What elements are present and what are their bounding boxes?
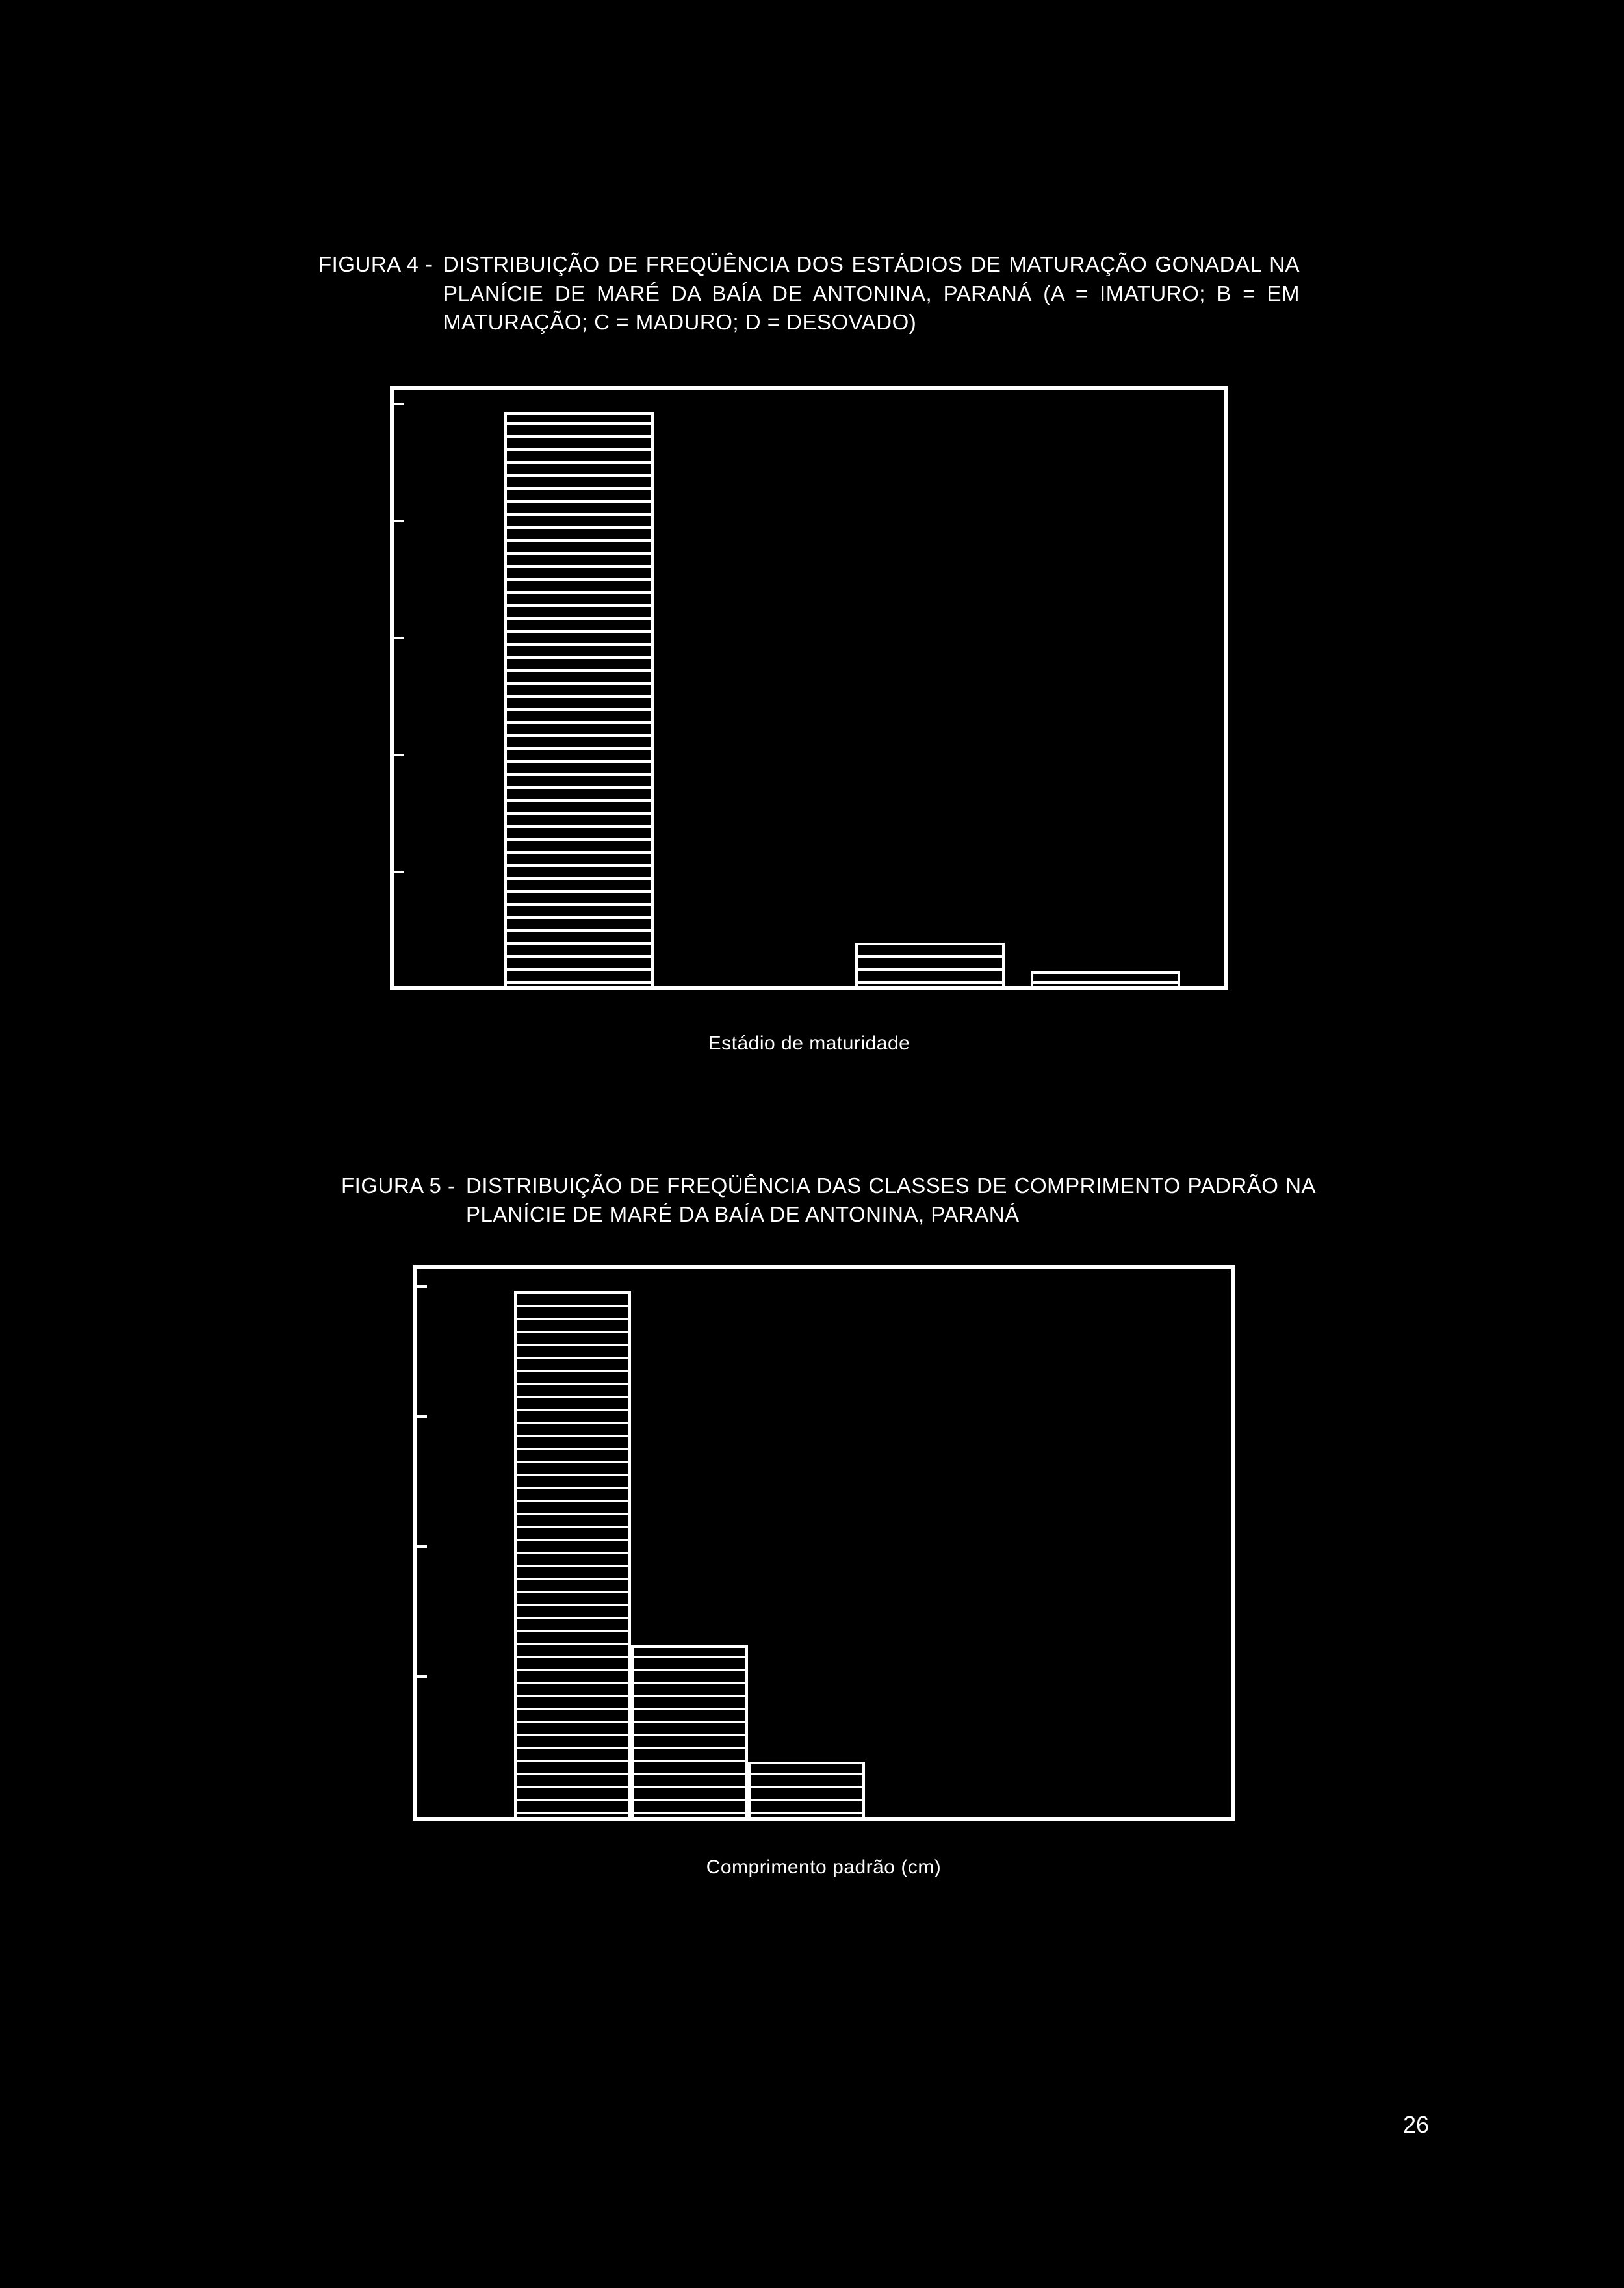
figure5-x-axis-label: Comprimento padrão (cm) xyxy=(413,1857,1235,1879)
bar-D xyxy=(1031,971,1180,989)
figure4-ytick xyxy=(393,871,404,873)
bar-c3 xyxy=(748,1762,865,1819)
figure4-x-axis-label: Estádio de maturidade xyxy=(390,1033,1228,1055)
bar-c2 xyxy=(631,1645,748,1819)
figure4-ytick xyxy=(393,637,404,639)
figure5-caption: FIGURA 5 - DISTRIBUIÇÃO DE FREQÜÊNCIA DA… xyxy=(341,1172,1316,1229)
figure5-ytick xyxy=(415,1545,427,1548)
figure5-ytick xyxy=(415,1415,427,1418)
bar-A xyxy=(504,412,654,989)
figure4-chart xyxy=(390,386,1228,990)
figure4-caption: FIGURA 4 - DISTRIBUIÇÃO DE FREQÜÊNCIA DO… xyxy=(318,250,1300,337)
figure5-ytick xyxy=(415,1675,427,1678)
page-number: 26 xyxy=(1403,2111,1429,2139)
bar-C xyxy=(855,943,1005,989)
page-content: FIGURA 4 - DISTRIBUIÇÃO DE FREQÜÊNCIA DO… xyxy=(318,250,1329,1879)
figure4-ytick xyxy=(393,403,404,405)
figure4-ytick xyxy=(393,520,404,522)
figure4-ytick xyxy=(393,754,404,756)
figure5-caption-label: FIGURA 5 - xyxy=(341,1172,456,1229)
bar-c1 xyxy=(514,1291,631,1819)
figure5-chart xyxy=(413,1265,1235,1821)
figure5-caption-body: DISTRIBUIÇÃO DE FREQÜÊNCIA DAS CLASSES D… xyxy=(466,1172,1316,1229)
figure5-ytick xyxy=(415,1285,427,1288)
figure4-caption-body: DISTRIBUIÇÃO DE FREQÜÊNCIA DOS ESTÁDIOS … xyxy=(443,250,1300,337)
figure4-caption-label: FIGURA 4 - xyxy=(318,250,433,337)
